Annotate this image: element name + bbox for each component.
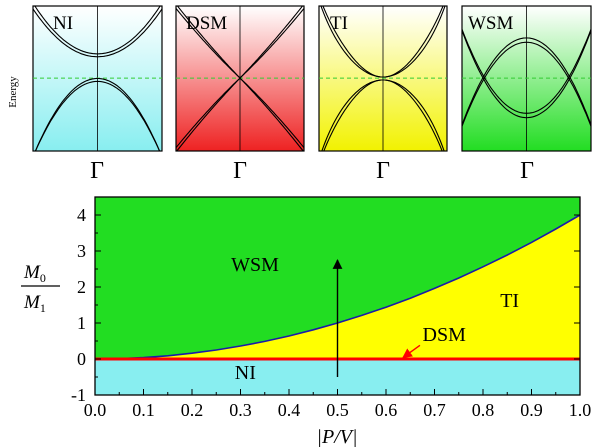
band-curve — [320, 6, 446, 78]
k-label-ni: Γ — [90, 158, 104, 184]
band-curve — [176, 77, 304, 149]
y-axis-label: M0 M1 — [21, 262, 60, 315]
band-curve — [33, 8, 162, 58]
panel-label-wsm: WSM — [468, 13, 514, 34]
band-panel-ti — [318, 5, 448, 152]
y-tick-label: 3 — [77, 241, 86, 261]
region-label-dsm: DSM — [423, 324, 467, 346]
band-curves — [462, 29, 591, 127]
panel-label-dsm: DSM — [186, 13, 227, 34]
region-label-wsm: WSM — [231, 254, 279, 276]
panel-label-ni: NI — [53, 13, 73, 34]
y-label-denominator: M1 — [23, 292, 46, 315]
band-curves — [176, 6, 304, 151]
band-curve — [34, 80, 161, 151]
y-tick-label: 0 — [77, 349, 86, 369]
k-label-ti: Γ — [376, 158, 390, 184]
band-curve — [34, 6, 161, 55]
panel-label-ti: TI — [330, 13, 348, 34]
x-tick-label: 1.0 — [569, 400, 592, 420]
y-label-den-sub: 1 — [40, 301, 46, 315]
k-label-dsm: Γ — [233, 158, 247, 184]
y-label-num-sub: 0 — [40, 271, 46, 285]
x-tick-label: 0.4 — [278, 400, 301, 420]
band-panel-ni — [32, 5, 163, 152]
energy-axis-label: Energy — [7, 76, 19, 108]
x-tick-label: 0.3 — [229, 400, 252, 420]
x-tick-label: 0.8 — [472, 400, 495, 420]
ti-region — [95, 215, 580, 359]
band-curves — [33, 6, 162, 151]
x-tick-label: 0.5 — [326, 400, 349, 420]
region-label-ti: TI — [500, 290, 519, 312]
y-tick-label: 1 — [77, 313, 86, 333]
x-tick-label: 0.7 — [423, 400, 446, 420]
k-label-wsm: Γ — [520, 158, 534, 184]
x-tick-label: 0.0 — [84, 400, 107, 420]
band-curve — [462, 29, 591, 114]
band-panel-dsm — [175, 5, 305, 152]
region-label-ni: NI — [235, 362, 256, 384]
y-label-num-main: M — [23, 262, 41, 283]
y-tick-label: -1 — [71, 385, 86, 405]
y-tick-label: 2 — [77, 277, 86, 297]
x-tick-label: 0.9 — [520, 400, 543, 420]
band-curves — [320, 6, 446, 151]
band-panel-wsm — [461, 5, 592, 152]
band-curve — [34, 77, 161, 151]
x-axis-label: |P/V| — [317, 426, 358, 447]
band-curve — [462, 30, 591, 119]
x-tick-label: 0.2 — [181, 400, 204, 420]
annotation-arrow — [402, 344, 421, 359]
x-tick-label: 0.1 — [132, 400, 155, 420]
y-label-numerator: M0 — [23, 262, 46, 285]
band-curve — [321, 79, 445, 151]
x-tick-label: 0.6 — [375, 400, 398, 420]
y-label-den-main: M — [23, 292, 41, 313]
y-tick-label: 4 — [77, 205, 86, 225]
phase-diagram-chart: 0.0 0.1 0.2 0.3 0.4 0.5 0.6 0.7 0.8 0.9 1.0 -1 0 1 2 3 4… — [71, 196, 592, 420]
